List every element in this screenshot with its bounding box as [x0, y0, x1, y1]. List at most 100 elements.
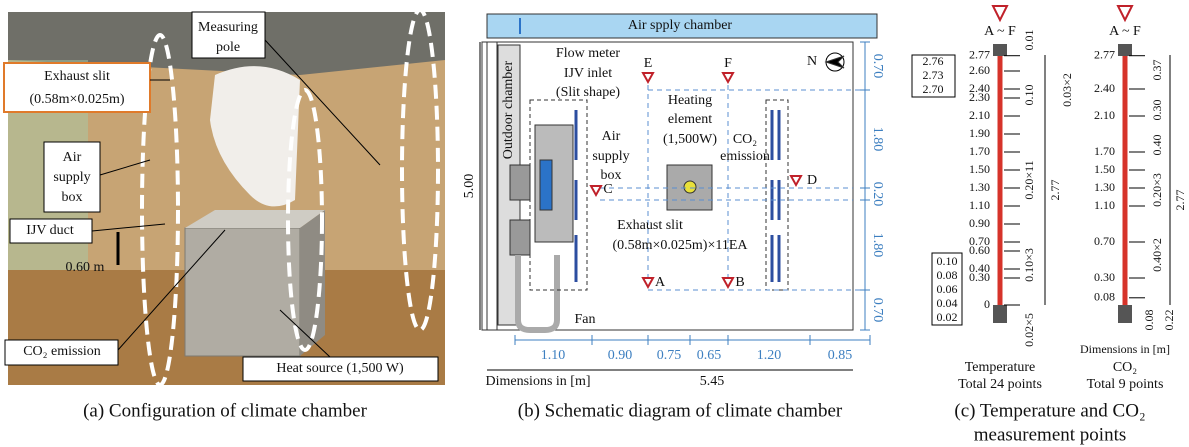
pole-caption: Total 9 points — [1087, 377, 1164, 392]
height-label: 1.50 — [969, 162, 990, 176]
spacing-note: 2.77 — [1173, 190, 1187, 211]
dim-label: 1.80 — [870, 127, 885, 152]
photo-label: Heat source (1,500 W) — [276, 361, 404, 376]
spacing-note: 0.02×5 — [1022, 313, 1036, 347]
diagram-label: supply — [592, 149, 629, 164]
caption: measurement points — [974, 424, 1127, 445]
spacing-note: 0.01 — [1022, 30, 1036, 51]
photo-label: (0.58m×0.025m) — [30, 92, 125, 107]
box-label: 0.08 — [937, 268, 958, 282]
height-label: 0.40 — [969, 261, 990, 275]
photo-label: Exhaust slit — [44, 69, 110, 84]
height-label: 1.90 — [969, 126, 990, 140]
diagram-label: emission — [720, 149, 770, 164]
dim-label: 0.65 — [697, 348, 722, 363]
height-label: 1.10 — [1094, 198, 1115, 212]
photo-label: pole — [216, 40, 240, 55]
diagram-label: box — [601, 168, 622, 183]
dim-label: Dimensions in [m] — [1080, 342, 1170, 356]
diagram-label: Flow meter — [556, 46, 620, 61]
dim-label: 5.45 — [700, 374, 725, 389]
box-label: 2.76 — [923, 54, 944, 68]
height-label: 0.30 — [969, 270, 990, 284]
box-label: 0.02 — [937, 310, 958, 324]
diagram-label: Air spply chamber — [628, 18, 733, 33]
height-label: 2.40 — [969, 81, 990, 95]
photo-label: supply — [53, 170, 90, 185]
box-label: 0.04 — [937, 296, 958, 310]
diagram-label: Heating — [668, 93, 712, 108]
height-label: 0.08 — [1094, 290, 1115, 304]
pole-caption: Temperature — [965, 360, 1036, 375]
height-label: 1.30 — [969, 180, 990, 194]
pole-caption: Total 24 points — [958, 377, 1042, 392]
height-label: 1.30 — [1094, 180, 1115, 194]
spacing-note: 0.20×11 — [1022, 160, 1036, 199]
point-label: B — [735, 275, 744, 290]
diagram-label: CO₂ — [733, 132, 757, 147]
height-label: 1.70 — [969, 144, 990, 158]
dim-label: 0.85 — [828, 348, 853, 363]
photo — [3, 8, 445, 387]
spacing-note: 0.40 — [1150, 135, 1164, 156]
height-label: 1.10 — [969, 198, 990, 212]
spacing-note: 0.08 — [1142, 310, 1156, 331]
spacing-note: 0.03×2 — [1060, 73, 1074, 107]
height-label: 0.70 — [1094, 234, 1115, 248]
height-label: 2.40 — [1094, 81, 1115, 95]
height-label: 1.50 — [1094, 162, 1115, 176]
diagram-label: Fan — [575, 312, 596, 327]
diagram-label: Exhaust slit — [617, 218, 683, 233]
spacing-note: 0.22 — [1162, 310, 1176, 331]
diagram-label: Outdoor chamber — [501, 60, 516, 159]
point-label: E — [644, 56, 653, 71]
box-label: 0.10 — [937, 254, 958, 268]
dim-label: 1.80 — [870, 233, 885, 258]
pole-caption: CO₂ — [1113, 360, 1137, 375]
pole-header: A ~ F — [1109, 24, 1141, 39]
diagram-label: element — [668, 112, 712, 127]
dim-label: 0.20 — [870, 182, 885, 207]
caption: (b) Schematic diagram of climate chamber — [518, 400, 843, 421]
photo-label: Measuring — [198, 20, 258, 35]
height-label: 2.10 — [969, 108, 990, 122]
dim-label: 0.70 — [870, 298, 885, 323]
dim-label: 0.75 — [657, 348, 682, 363]
box-label: 0.06 — [937, 282, 958, 296]
height-label: 0.70 — [969, 234, 990, 248]
height-label: 1.70 — [1094, 144, 1115, 158]
height-label: 0.60 — [969, 243, 990, 257]
spacing-note: 0.30 — [1150, 100, 1164, 121]
height-label: 2.77 — [969, 47, 990, 61]
photo-label: CO₂ emission — [23, 344, 101, 359]
poles — [911, 5, 1171, 326]
height-label: 2.77 — [1094, 47, 1115, 61]
photo-label: box — [62, 190, 83, 205]
height-label: 0 — [984, 297, 990, 311]
spacing-note: 0.10×3 — [1022, 248, 1036, 282]
spacing-note: 0.37 — [1150, 60, 1164, 81]
schematic — [479, 13, 878, 371]
caption: (a) Configuration of climate chamber — [83, 400, 368, 421]
height-label: 2.60 — [969, 63, 990, 77]
spacing-note: 0.20×3 — [1150, 173, 1164, 207]
height-label: 0.90 — [969, 216, 990, 230]
photo-label: Air — [63, 150, 82, 165]
diagram-label: Dimensions in [m] — [486, 374, 591, 389]
dim-label: 5.00 — [462, 174, 477, 199]
spacing-note: 0.10 — [1022, 85, 1036, 106]
diagram-label: (Slit shape) — [556, 85, 620, 100]
caption: (c) Temperature and CO₂ — [954, 400, 1145, 421]
diagram-label: (0.58m×0.025m)×11EA — [612, 238, 748, 253]
point-label: C — [603, 182, 612, 197]
diagram-label: IJV inlet — [564, 66, 612, 81]
dim-label: 0.90 — [608, 348, 633, 363]
photo-label: 0.60 m — [66, 260, 105, 275]
dim-label: 1.10 — [541, 348, 566, 363]
pole-header: A ~ F — [984, 24, 1016, 39]
height-label: 0.30 — [1094, 270, 1115, 284]
point-label: F — [724, 56, 732, 71]
dim-label: 1.20 — [757, 348, 782, 363]
diagram-label: Air — [602, 129, 621, 144]
